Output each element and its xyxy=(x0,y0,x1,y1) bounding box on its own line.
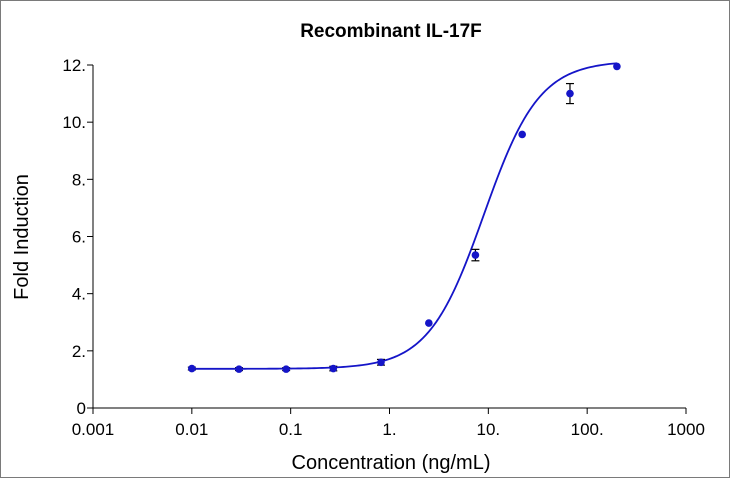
data-point xyxy=(329,364,338,373)
data-point xyxy=(282,365,290,373)
data-points xyxy=(188,62,621,373)
data-point xyxy=(613,62,621,71)
y-tick-label: 6. xyxy=(72,228,86,247)
data-point xyxy=(188,364,196,373)
y-tick-label: 12. xyxy=(62,56,86,75)
x-tick-label: 0.01 xyxy=(175,420,208,439)
y-tick-label: 4. xyxy=(72,285,86,304)
fit-curve xyxy=(191,62,618,370)
x-tick-label: 0.001 xyxy=(72,420,115,439)
data-point xyxy=(566,89,574,98)
data-point xyxy=(425,319,433,327)
y-tick-label: 8. xyxy=(72,170,86,189)
x-tick-label: 1000 xyxy=(667,420,705,439)
x-tick-label: 100. xyxy=(571,420,604,439)
x-tick-label: 10. xyxy=(477,420,501,439)
data-point xyxy=(377,358,385,367)
y-axis-ticks: 0 2. 4. 6. 8. 10. 12. xyxy=(62,56,93,418)
data-point xyxy=(518,130,526,139)
y-tick-label: 10. xyxy=(62,113,86,132)
y-tick-label: 2. xyxy=(72,342,86,361)
error-bars xyxy=(187,82,574,372)
x-axis-label: Concentration (ng/mL) xyxy=(292,452,491,474)
chart-title: Recombinant IL-17F xyxy=(300,21,482,42)
x-tick-label: 1. xyxy=(382,420,396,439)
data-point xyxy=(471,251,480,259)
x-axis-ticks: 0.001 0.01 0.1 1. 10. 100. 1000 xyxy=(72,408,705,439)
data-point xyxy=(235,365,243,373)
y-axis-label: Fold Induction xyxy=(11,174,33,300)
x-tick-label: 0.1 xyxy=(279,420,303,439)
y-tick-label: 0 xyxy=(77,399,86,418)
